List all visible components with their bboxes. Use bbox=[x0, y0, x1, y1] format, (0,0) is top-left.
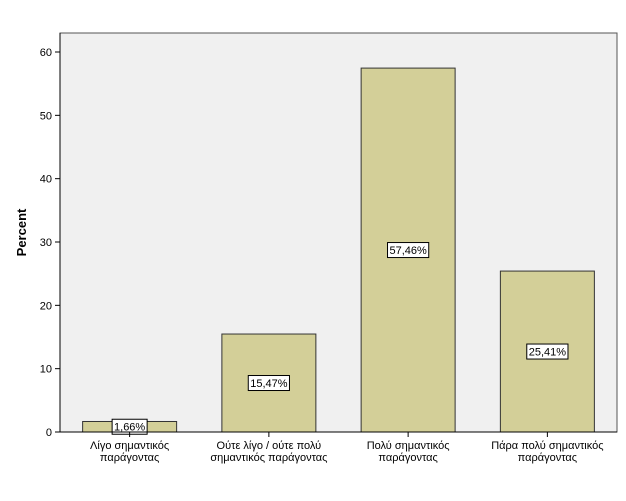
x-tick-label: Ούτε λίγο / ούτε πολύ bbox=[217, 440, 322, 452]
data-label-box bbox=[247, 375, 290, 392]
data-label: 15,47% bbox=[250, 378, 288, 390]
x-tick-label: σημαντικός παράγοντας bbox=[210, 452, 327, 464]
y-axis: 0 10 20 30 40 50 60 bbox=[40, 33, 61, 439]
x-tick-label: Λίγο σημαντικός bbox=[90, 440, 169, 452]
y-tick-label: 20 bbox=[40, 300, 52, 312]
y-axis-label: Percent bbox=[14, 208, 29, 256]
data-label: 1,66% bbox=[114, 422, 145, 434]
data-label-box bbox=[526, 343, 569, 360]
data-label: 57,46% bbox=[389, 245, 427, 257]
x-tick-label: παράγοντας bbox=[378, 452, 437, 464]
y-tick-label: 60 bbox=[40, 47, 52, 59]
data-label: 25,41% bbox=[529, 347, 567, 359]
x-tick-label: Πάρα πολύ σημαντικός bbox=[491, 440, 603, 452]
y-tick-label: 40 bbox=[40, 174, 52, 186]
y-tick-label: 50 bbox=[40, 110, 52, 122]
x-tick-label: Πολύ σημαντικός bbox=[367, 440, 450, 452]
y-tick-label: 30 bbox=[40, 237, 52, 249]
data-label-box bbox=[387, 242, 430, 259]
x-tick-label: παράγοντας bbox=[518, 452, 577, 464]
x-tick-label: παράγοντας bbox=[100, 452, 159, 464]
y-tick-label: 10 bbox=[40, 364, 52, 376]
y-tick-label: 0 bbox=[46, 427, 52, 439]
